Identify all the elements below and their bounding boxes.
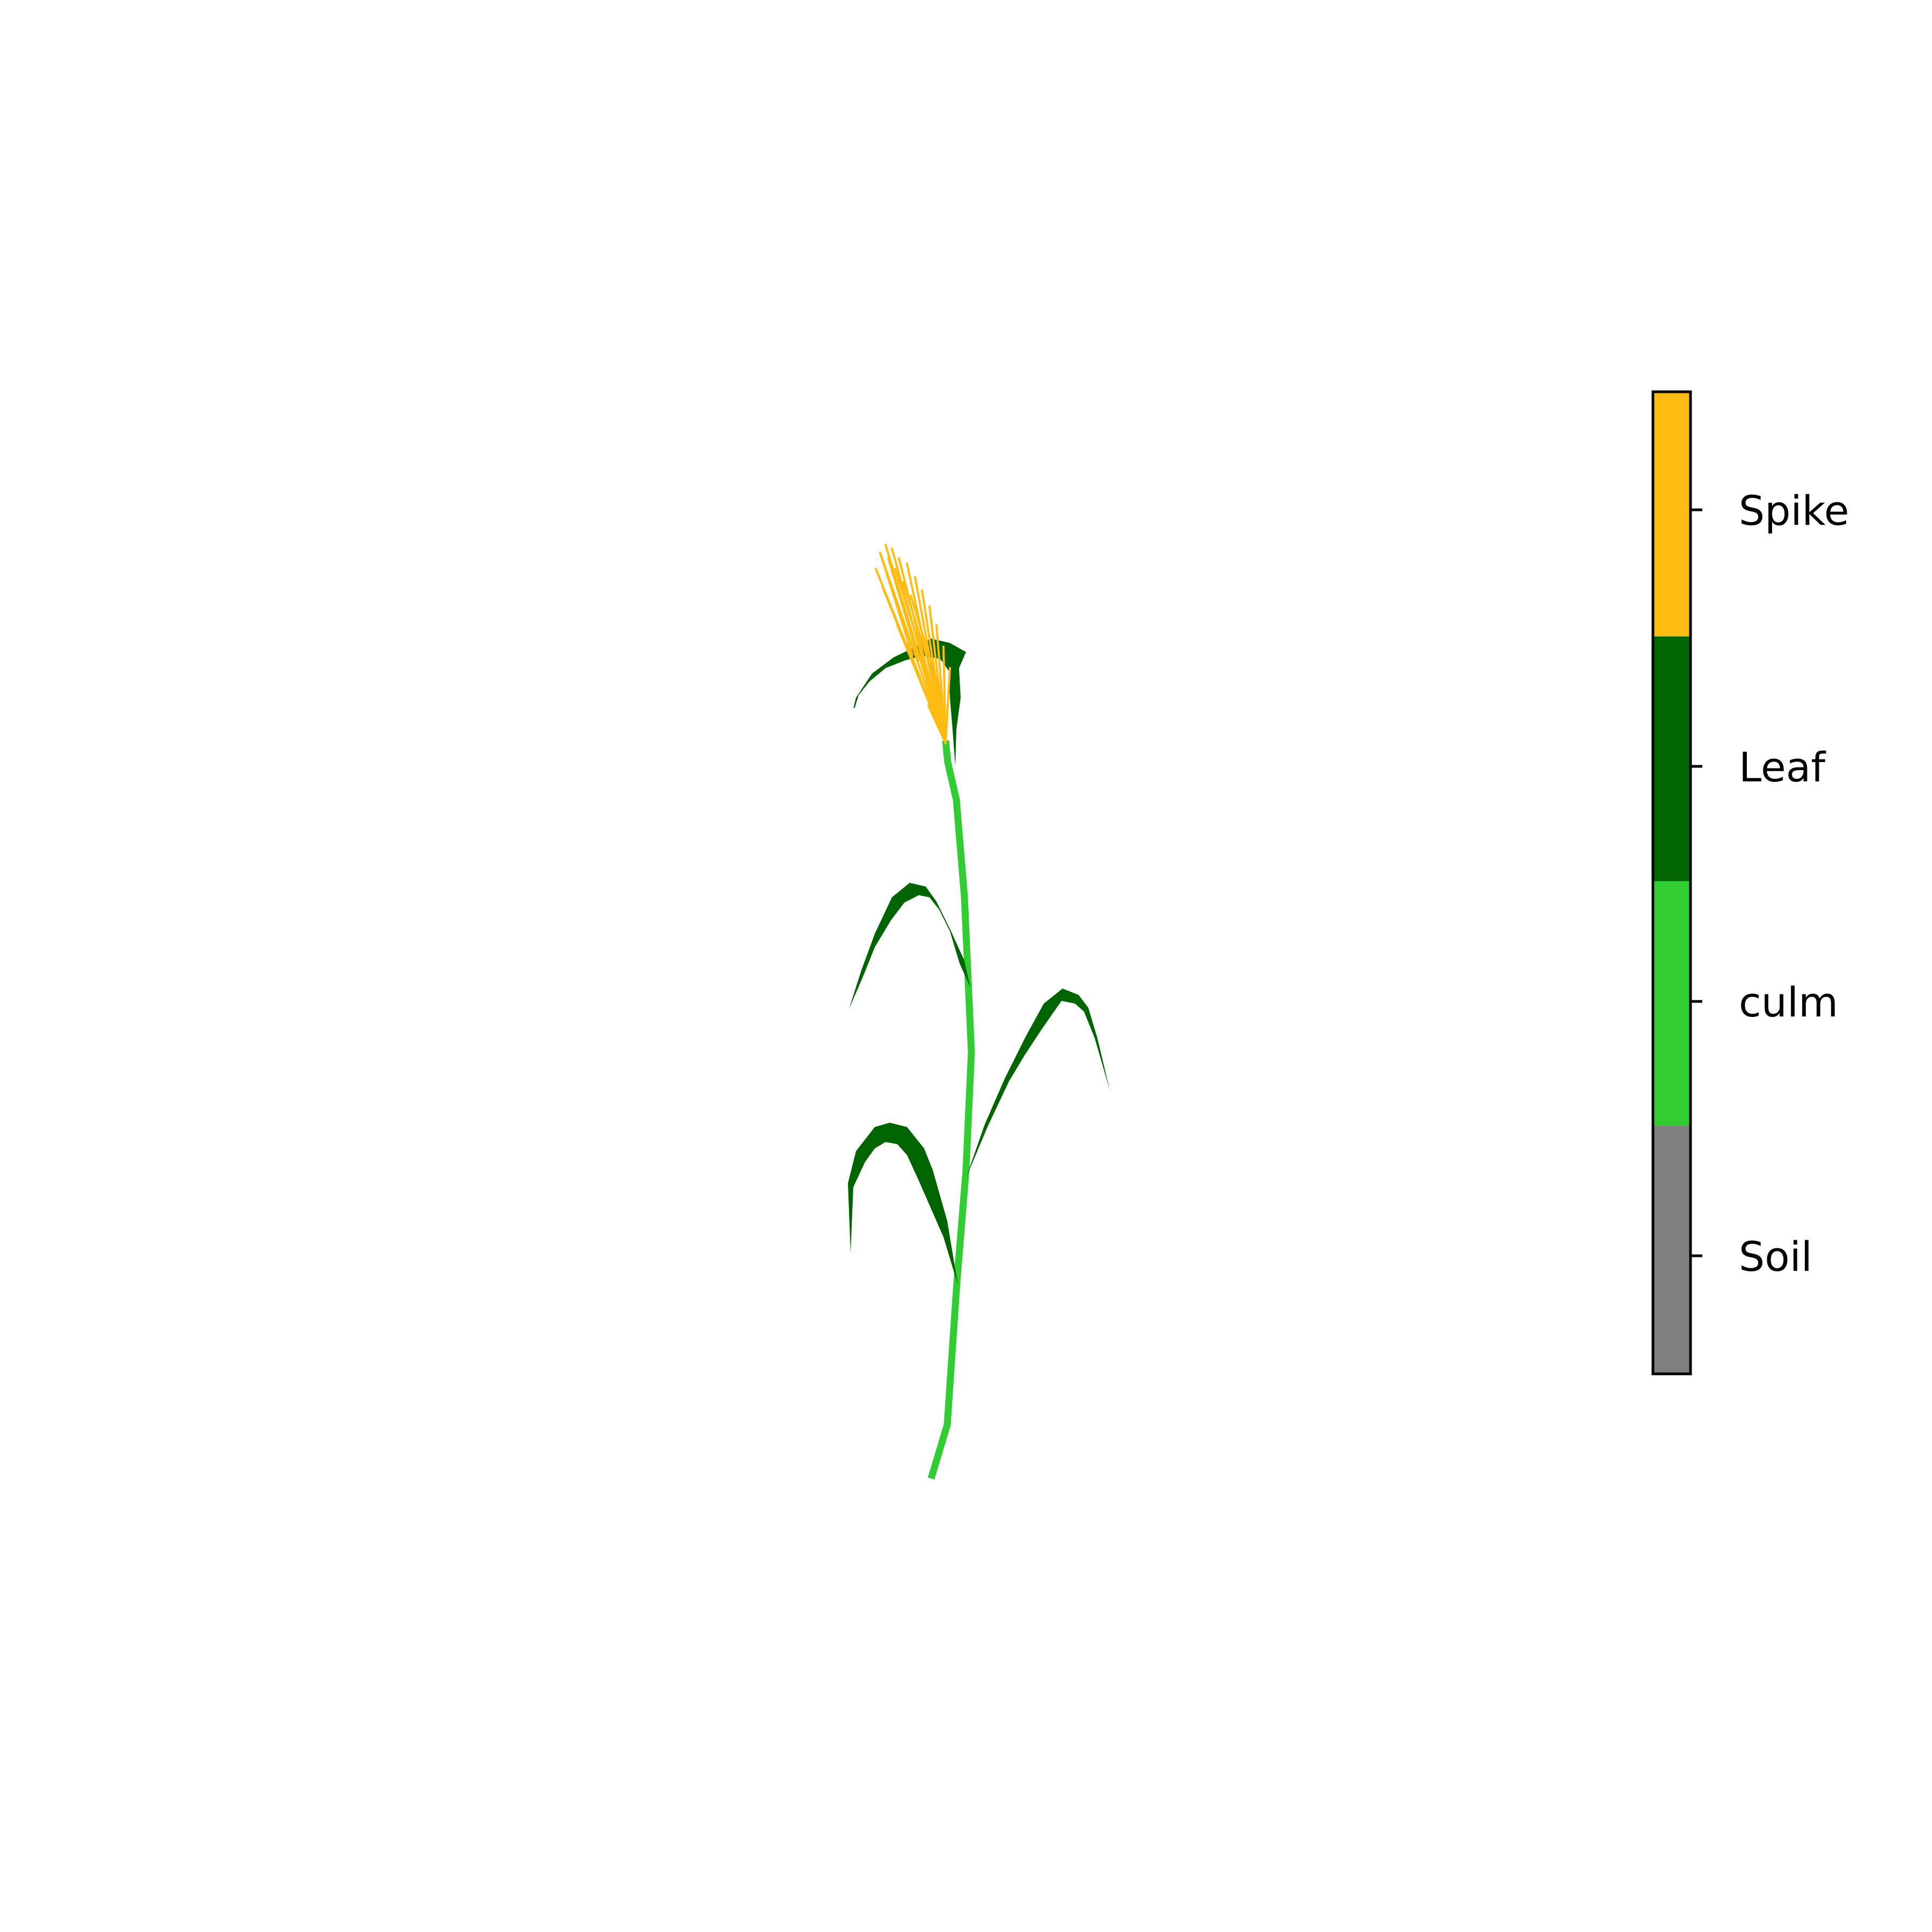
colorbar-frame <box>1651 390 1692 1375</box>
colorbar-segment-soil <box>1653 1126 1690 1374</box>
colorbar-label-leaf: Leaf <box>1739 743 1826 791</box>
spike <box>875 544 951 744</box>
colorbar-label-soil: Soil <box>1739 1233 1812 1280</box>
colorbar: Spike Leaf culm Soil <box>1651 390 1849 1375</box>
colorbar-label-spike: Spike <box>1739 487 1849 535</box>
colorbar-segment-leaf <box>1653 636 1690 881</box>
culm-stem <box>927 740 975 1480</box>
leaf-4 <box>853 639 966 766</box>
colorbar-segment-spike <box>1653 392 1690 636</box>
leaf-1 <box>848 1123 958 1285</box>
plant-render <box>848 544 1110 1480</box>
colorbar-segment-culm <box>1653 881 1690 1126</box>
colorbar-label-culm: culm <box>1739 978 1838 1026</box>
leaf-2 <box>966 989 1110 1178</box>
leaf-3 <box>849 883 970 1009</box>
